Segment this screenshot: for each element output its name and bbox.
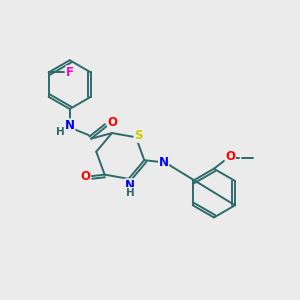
Text: O: O: [225, 150, 235, 163]
Text: O: O: [107, 116, 118, 129]
Text: N: N: [125, 179, 135, 192]
Text: S: S: [134, 129, 142, 142]
Text: F: F: [66, 66, 74, 79]
Text: N: N: [65, 119, 75, 132]
Text: H: H: [56, 127, 64, 137]
Text: N: N: [159, 156, 169, 169]
Text: H: H: [126, 188, 134, 197]
Text: O: O: [80, 169, 90, 183]
